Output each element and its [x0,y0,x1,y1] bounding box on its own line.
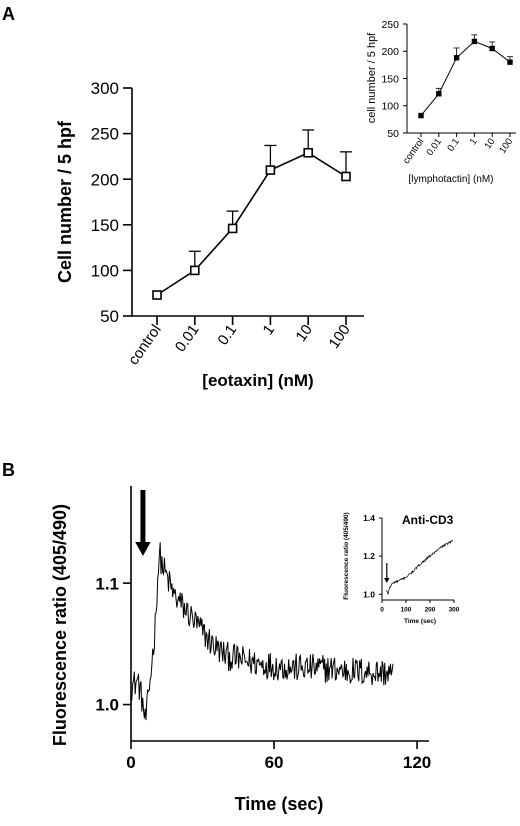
x-tick-label: 100 [401,607,412,614]
x-tick-label: 0 [126,753,135,772]
y-tick-label: 1.0 [95,696,119,715]
eotaxin-x-ticks: control 0.01 0.1 1 10 100 [125,316,354,368]
y-tick-label: 200 [381,46,399,58]
eotaxin-series [152,129,352,300]
x-tick-label: 100 [325,322,353,352]
anti-cd3-y-axis-label: Fluorescence ratio (405/490) [343,512,350,599]
fluorescence-trace [386,539,453,595]
y-tick-label: 250 [91,125,119,144]
y-tick-label: 300 [91,79,119,98]
data-point [190,265,200,276]
eotaxin-chart: 50 100 150 200 250 300 control 0.01 0.1 1 10 100 C… [55,79,364,390]
x-tick-label: 60 [265,753,284,772]
x-tick-label: control [125,322,165,369]
x-tick-label: 0.1 [445,136,462,153]
x-tick-label: 10 [482,136,497,151]
fluorescence-x-axis-label: Time (sec) [235,794,324,814]
y-tick-label: 200 [91,170,119,189]
x-tick-label: 1 [468,136,480,147]
x-tick-label: 200 [425,607,436,614]
y-tick-label: 1.4 [363,513,375,523]
data-point [436,91,442,97]
lymphotactin-x-axis-label: [lymphotactin] (nM) [408,174,493,185]
data-point [418,112,424,119]
fluorescence-y-ticks: 1.0 1.1 [95,574,131,715]
fluorescence-x-ticks: 0 60 120 [126,741,431,772]
fluorescence-axes [130,486,429,742]
data-point [489,45,495,52]
data-point [471,38,478,45]
x-tick-label: 10 [292,322,315,345]
data-point [303,147,314,158]
panel-b-letter: B [2,460,15,480]
lymphotactin-y-axis-label: cell number / 5 hpf [366,32,378,123]
series-line [420,40,511,116]
data-point [341,171,351,182]
y-tick-label: 50 [387,128,399,140]
lymphotactin-series [418,34,513,119]
x-tick-label: 0.01 [172,322,203,356]
x-tick-label: 300 [449,607,460,614]
data-point [152,290,162,300]
stimulus-arrow-head [384,578,390,583]
data-point [453,55,460,61]
eotaxin-y-ticks: 50 100 150 200 250 300 [91,79,132,326]
fluorescence-y-axis-label: Fluorescence ratio (405/490) [50,504,70,746]
anti-cd3-y-ticks: 1.0 1.2 1.4 [363,513,382,599]
y-tick-label: 150 [91,216,119,235]
fluorescence-chart: 1.0 1.1 0 60 120 Fluorescence ratio (405/49… [50,486,431,814]
data-point [227,223,238,234]
data-point [265,165,276,175]
x-tick-label: 0.01 [424,136,444,157]
x-tick-label: control [401,136,426,166]
y-tick-label: 100 [381,101,399,113]
stimulus-arrow-head [135,542,151,556]
y-tick-label: 1.1 [95,574,119,593]
anti-cd3-x-axis-label: Time (sec) [404,618,436,625]
y-tick-label: 1.0 [363,589,375,599]
x-tick-label: 120 [403,753,431,772]
anti-cd3-axes [381,518,454,601]
y-tick-label: 250 [381,19,399,31]
lymphotactin-y-ticks: 50 100 150 200 250 [381,19,407,140]
y-tick-label: 1.2 [363,551,375,561]
fluorescence-trace-group [130,490,394,721]
eotaxin-y-axis-label: Cell number / 5 hpf [55,120,75,283]
y-tick-label: 100 [91,262,119,281]
anti-cd3-x-ticks: 0 100 200 300 [380,600,460,614]
x-tick-label: 0 [380,607,384,614]
anti-cd3-inset-chart: 1.0 1.2 1.4 0 100 200 300 Anti-CD3 Fluorescen… [343,512,460,625]
eotaxin-axes [131,88,364,317]
eotaxin-x-axis-label: [eotaxin] (nM) [202,371,313,390]
series-line [156,151,347,296]
x-tick-label: 1 [259,322,278,339]
y-tick-label: 150 [381,73,399,85]
x-tick-label: 0.1 [214,322,240,349]
anti-cd3-title: Anti-CD3 [402,513,454,527]
data-point [507,59,513,65]
panel-a-letter: A [2,4,15,24]
fluorescence-trace [130,542,394,721]
x-tick-label: 100 [497,136,515,155]
y-tick-label: 50 [100,307,119,326]
anti-cd3-trace-group [384,539,453,595]
